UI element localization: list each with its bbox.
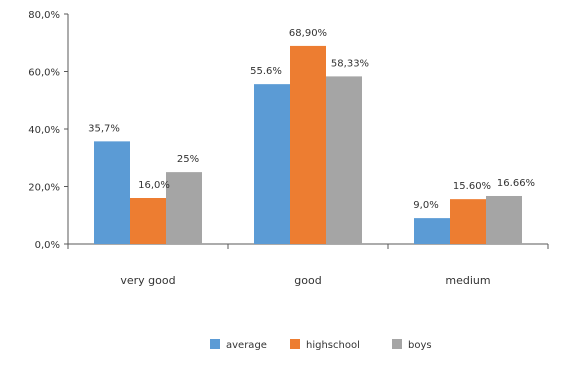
data-label: 25% (177, 154, 199, 165)
data-label: 68,90% (289, 28, 327, 39)
legend-label: highschool (306, 340, 360, 351)
bar-average-good (254, 84, 290, 245)
data-label: 15.60% (453, 181, 491, 192)
data-label: 35,7% (88, 123, 120, 134)
data-label: 16,0% (138, 180, 170, 191)
category-label: medium (445, 274, 490, 287)
category-label: good (294, 274, 321, 287)
legend-label: boys (408, 340, 432, 351)
bars (94, 45, 522, 245)
data-label: 9,0% (413, 200, 438, 211)
bar-highschool-good (290, 45, 326, 244)
y-tick-label: 60,0% (28, 68, 60, 79)
data-label: 58,33% (331, 58, 369, 69)
bar-highschool-very-good (130, 198, 166, 244)
bar-boys-good (326, 76, 362, 244)
y-tick-label: 80,0% (28, 10, 60, 21)
y-tick-label: 0,0% (35, 240, 60, 251)
bar-average-medium (414, 218, 450, 244)
y-tick-label: 40,0% (28, 125, 60, 136)
bar-highschool-medium (450, 199, 486, 244)
data-label: 55.6% (250, 66, 282, 77)
legend: average highschool boys (210, 339, 432, 351)
legend-label: average (226, 340, 267, 351)
data-label: 16.66% (497, 178, 535, 189)
bar-average-very-good (94, 141, 130, 244)
data-labels: 35,7% 16,0% 25% 55.6% 68,90% 58,33% 9,0% 15.60%… (88, 28, 535, 211)
bar-boys-very-good (166, 172, 202, 244)
category-labels: very good good medium (120, 274, 490, 287)
legend-swatch-average (210, 339, 220, 349)
legend-swatch-highschool (290, 339, 300, 349)
y-axis-ticks: 0,0% 20,0% 40,0% 60,0% 80,0% (28, 10, 68, 251)
y-tick-label: 20,0% (28, 183, 60, 194)
bar-boys-medium (486, 195, 522, 244)
legend-swatch-boys (392, 339, 402, 349)
category-label: very good (120, 274, 175, 287)
